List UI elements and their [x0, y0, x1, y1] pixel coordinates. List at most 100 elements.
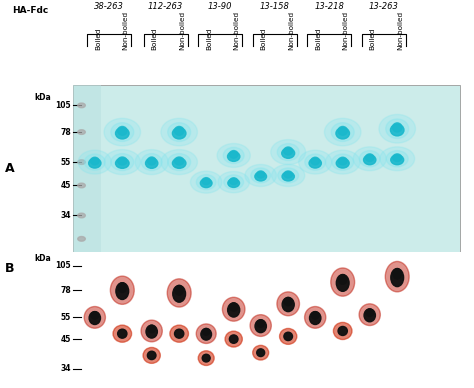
Ellipse shape [113, 325, 132, 342]
Text: 112-263: 112-263 [148, 2, 183, 11]
Text: kDa: kDa [34, 255, 51, 263]
Ellipse shape [174, 329, 184, 338]
Text: 34: 34 [61, 364, 71, 374]
Ellipse shape [386, 119, 409, 139]
Ellipse shape [78, 237, 85, 241]
Ellipse shape [202, 178, 210, 185]
Ellipse shape [391, 124, 404, 136]
Ellipse shape [309, 158, 321, 168]
Ellipse shape [338, 126, 347, 135]
Ellipse shape [135, 150, 168, 175]
Text: HA-Fdc: HA-Fdc [12, 6, 48, 15]
Ellipse shape [331, 268, 355, 296]
Ellipse shape [364, 309, 375, 322]
Ellipse shape [336, 275, 349, 291]
Ellipse shape [311, 312, 319, 319]
Ellipse shape [228, 179, 239, 187]
Ellipse shape [277, 292, 300, 316]
Ellipse shape [168, 123, 191, 142]
Ellipse shape [338, 157, 347, 165]
Ellipse shape [118, 329, 127, 338]
Ellipse shape [104, 118, 140, 146]
Text: Boiled: Boiled [206, 27, 212, 50]
Ellipse shape [338, 326, 347, 336]
Ellipse shape [116, 283, 128, 300]
Ellipse shape [324, 118, 361, 146]
Ellipse shape [170, 325, 189, 342]
Ellipse shape [299, 150, 332, 174]
Ellipse shape [146, 325, 157, 338]
Ellipse shape [223, 147, 244, 164]
Ellipse shape [393, 268, 401, 279]
Text: 105: 105 [55, 101, 71, 110]
Ellipse shape [228, 303, 240, 317]
Ellipse shape [277, 144, 299, 161]
Ellipse shape [365, 154, 374, 161]
Ellipse shape [202, 354, 210, 362]
Ellipse shape [78, 160, 85, 165]
Ellipse shape [218, 171, 249, 193]
Ellipse shape [118, 157, 127, 165]
Ellipse shape [380, 147, 415, 171]
Ellipse shape [284, 298, 292, 306]
Ellipse shape [305, 307, 326, 328]
Text: 38-263: 38-263 [94, 2, 124, 11]
Ellipse shape [143, 348, 160, 363]
Ellipse shape [359, 151, 380, 167]
Ellipse shape [84, 154, 105, 170]
Ellipse shape [217, 144, 250, 167]
Ellipse shape [336, 158, 349, 168]
Ellipse shape [78, 213, 85, 218]
Ellipse shape [272, 165, 305, 187]
Ellipse shape [310, 312, 321, 324]
Ellipse shape [196, 324, 216, 343]
Ellipse shape [201, 178, 212, 188]
Ellipse shape [225, 331, 242, 347]
Ellipse shape [141, 154, 162, 171]
Ellipse shape [331, 123, 354, 142]
Ellipse shape [391, 268, 403, 287]
Text: A: A [5, 162, 14, 175]
Text: Boiled: Boiled [152, 27, 158, 50]
Ellipse shape [110, 276, 134, 304]
Ellipse shape [353, 147, 386, 171]
Ellipse shape [229, 178, 238, 185]
Ellipse shape [253, 345, 269, 360]
Ellipse shape [167, 279, 191, 307]
Text: Non-boiled: Non-boiled [122, 10, 128, 50]
Ellipse shape [141, 320, 162, 342]
Text: Non-boiled: Non-boiled [343, 10, 349, 50]
Text: 34: 34 [61, 211, 71, 220]
Ellipse shape [89, 312, 100, 324]
Ellipse shape [196, 175, 216, 190]
Ellipse shape [78, 130, 85, 134]
Text: 105: 105 [55, 261, 71, 270]
Ellipse shape [305, 154, 326, 170]
Ellipse shape [146, 158, 158, 168]
Ellipse shape [147, 157, 156, 165]
Ellipse shape [118, 283, 127, 293]
Ellipse shape [245, 165, 276, 187]
Ellipse shape [311, 157, 319, 165]
Ellipse shape [173, 128, 186, 139]
Text: 55: 55 [61, 313, 71, 322]
Ellipse shape [111, 154, 134, 171]
Ellipse shape [229, 303, 237, 311]
Text: kDa: kDa [34, 93, 51, 102]
Text: 13-263: 13-263 [369, 2, 399, 11]
Ellipse shape [364, 155, 376, 165]
Ellipse shape [116, 158, 129, 168]
Text: 45: 45 [61, 181, 71, 190]
Ellipse shape [118, 126, 127, 135]
Ellipse shape [224, 175, 244, 189]
Ellipse shape [147, 351, 156, 360]
Text: Non-boiled: Non-boiled [397, 10, 403, 50]
Text: Non-boiled: Non-boiled [288, 10, 294, 50]
Ellipse shape [332, 154, 354, 170]
Ellipse shape [284, 332, 292, 341]
Text: 78: 78 [60, 286, 71, 295]
Ellipse shape [284, 147, 292, 155]
Ellipse shape [198, 351, 214, 365]
Ellipse shape [393, 154, 401, 161]
Ellipse shape [325, 150, 360, 174]
